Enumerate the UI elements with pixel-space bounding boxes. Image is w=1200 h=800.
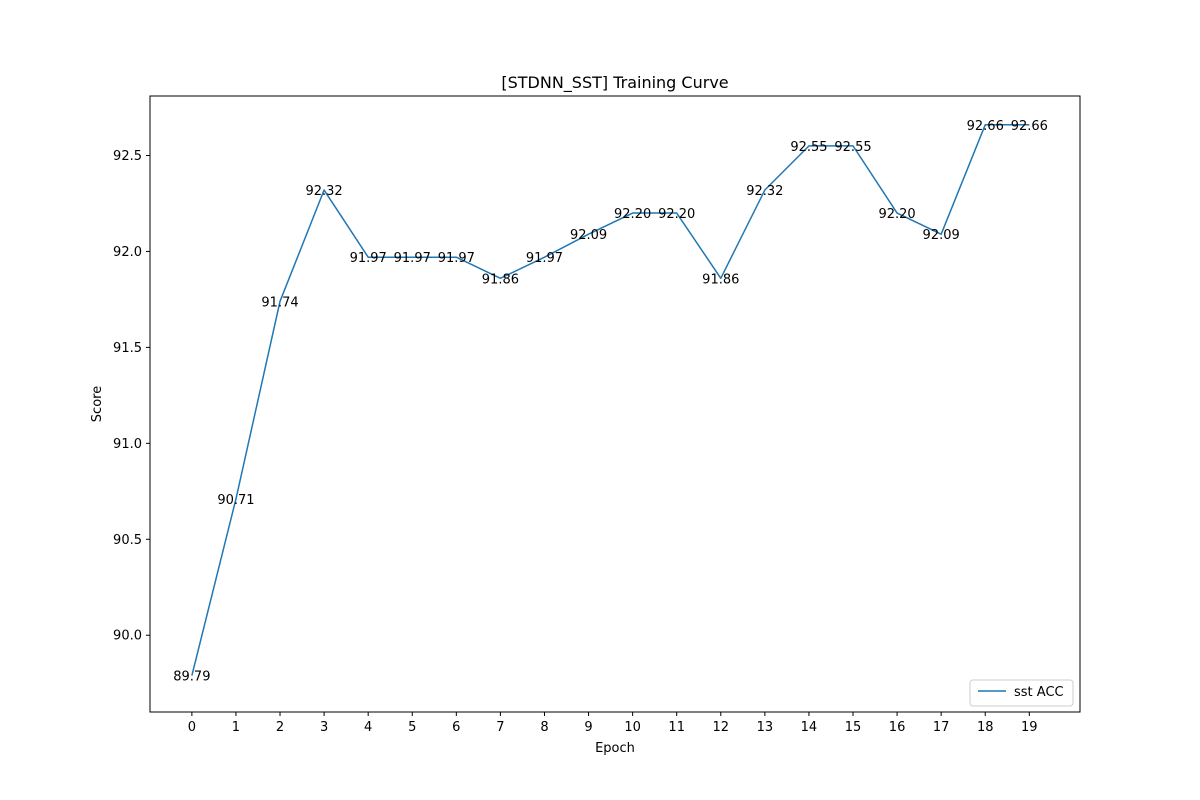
y-axis-label: Score	[90, 386, 105, 422]
data-label-19: 92.66	[1011, 119, 1048, 134]
chart-title: [STDNN_SST] Training Curve	[501, 73, 728, 93]
x-tick-label-0: 0	[188, 720, 196, 735]
data-label-0: 89.79	[173, 670, 210, 685]
x-tick-label-2: 2	[276, 720, 284, 735]
x-tick-label-10: 10	[624, 720, 641, 735]
data-label-5: 91.97	[394, 251, 431, 266]
x-tick-label-18: 18	[977, 720, 994, 735]
y-tick-label-1: 90.5	[113, 533, 142, 548]
data-label-4: 91.97	[350, 251, 387, 266]
data-label-9: 92.09	[570, 228, 607, 243]
x-axis-label: Epoch	[595, 741, 635, 756]
x-tick-label-1: 1	[232, 720, 240, 735]
x-tick-label-4: 4	[364, 720, 372, 735]
axes-frame	[149, 95, 1081, 713]
x-tick-label-15: 15	[845, 720, 862, 735]
legend-label-sst-acc: sst ACC	[1014, 685, 1064, 700]
data-label-2: 91.74	[261, 295, 298, 310]
y-tick-label-2: 91.0	[113, 437, 142, 452]
y-tick-label-4: 92.0	[113, 245, 142, 260]
data-label-7: 91.86	[482, 272, 519, 287]
x-tick-label-12: 12	[713, 720, 730, 735]
y-tick-label-3: 91.5	[113, 341, 142, 356]
x-tick-label-11: 11	[668, 720, 685, 735]
y-tick-label-5: 92.5	[113, 149, 142, 164]
x-tick-label-3: 3	[320, 720, 328, 735]
x-tick-label-19: 19	[1021, 720, 1038, 735]
data-label-6: 91.97	[438, 251, 475, 266]
x-tick-label-6: 6	[452, 720, 460, 735]
data-label-14: 92.55	[790, 140, 827, 155]
data-label-15: 92.55	[834, 140, 871, 155]
x-tick-label-16: 16	[889, 720, 906, 735]
data-label-18: 92.66	[967, 119, 1004, 134]
legend: sst ACC	[969, 679, 1074, 707]
x-tick-label-8: 8	[540, 720, 548, 735]
x-tick-label-13: 13	[757, 720, 774, 735]
x-tick-label-14: 14	[801, 720, 818, 735]
plot-area: 0 1 2 3 4 5 6 7 8 9 10 11 12 13 14 15 16 17 18 1990.090.591…	[113, 95, 1081, 735]
data-label-12: 91.86	[702, 272, 739, 287]
data-label-8: 91.97	[526, 251, 563, 266]
legend-box	[969, 679, 1074, 707]
data-label-16: 92.20	[878, 207, 915, 222]
data-label-17: 92.09	[923, 228, 960, 243]
data-label-13: 92.32	[746, 184, 783, 199]
data-label-3: 92.32	[305, 184, 342, 199]
series-line-0	[191, 124, 1030, 676]
data-label-11: 92.20	[658, 207, 695, 222]
x-tick-label-7: 7	[496, 720, 504, 735]
data-label-1: 90.71	[217, 493, 254, 508]
x-tick-label-17: 17	[933, 720, 950, 735]
data-label-10: 92.20	[614, 207, 651, 222]
y-tick-label-0: 90.0	[113, 629, 142, 644]
x-tick-label-5: 5	[408, 720, 416, 735]
x-tick-label-9: 9	[584, 720, 592, 735]
